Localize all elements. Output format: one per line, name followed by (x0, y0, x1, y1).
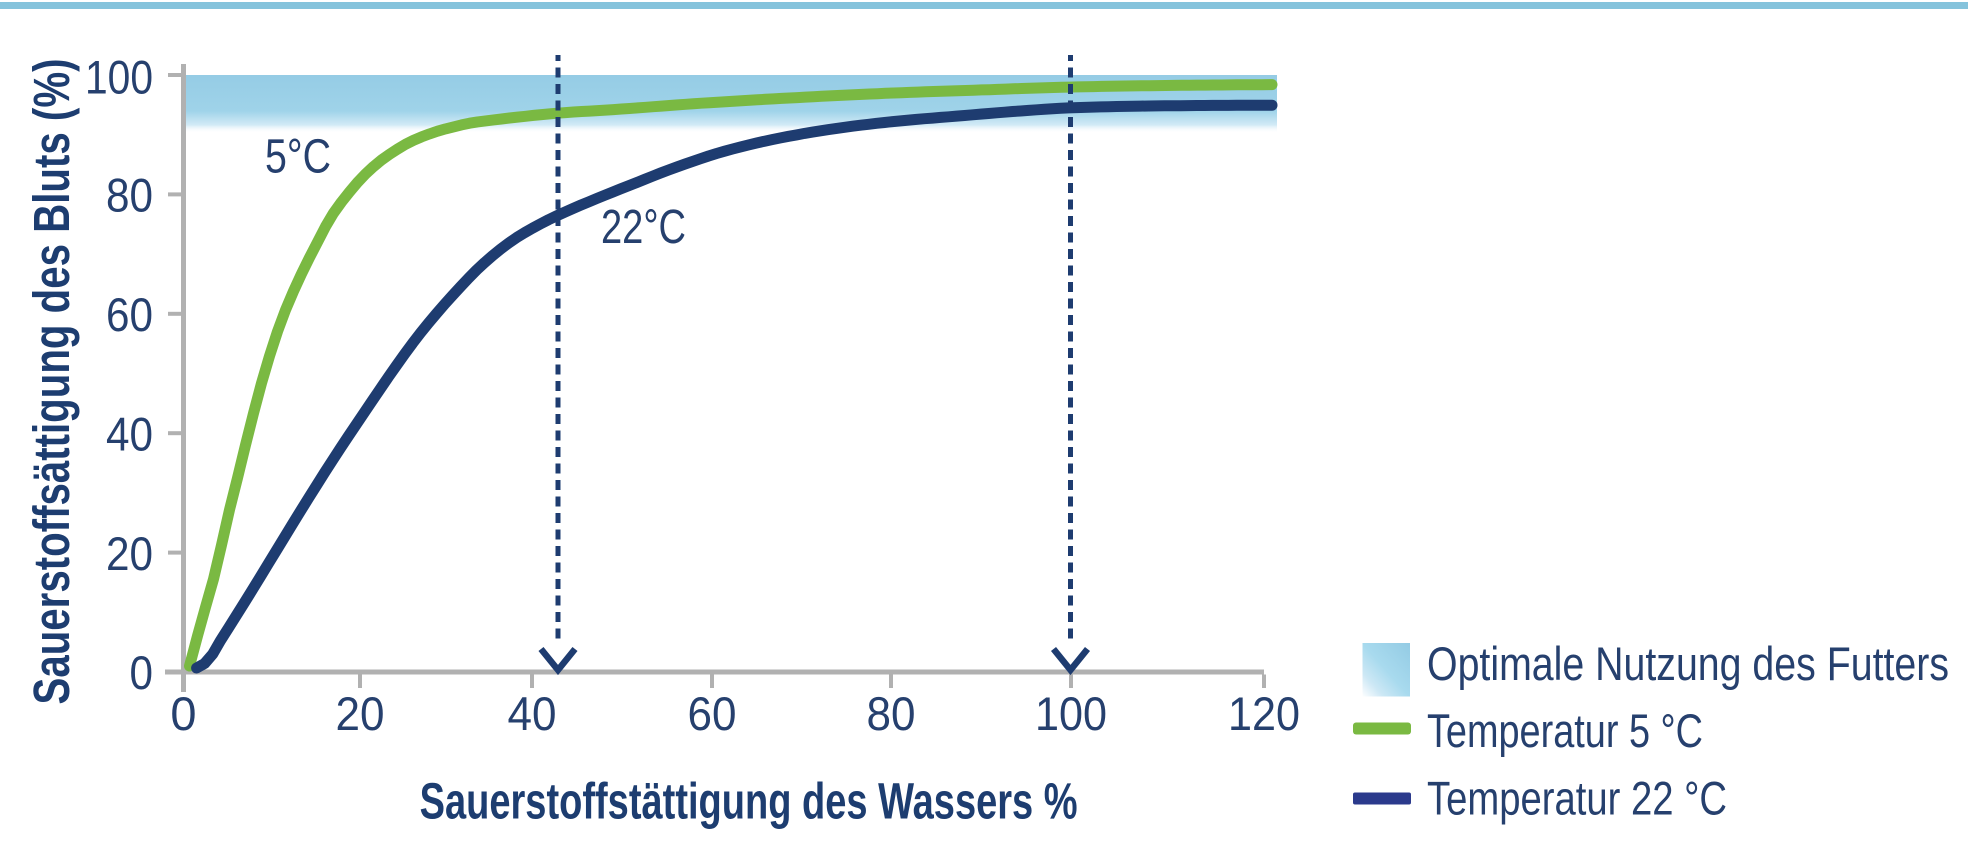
svg-text:Sauerstoffstättigung des Wasse: Sauerstoffstättigung des Wassers % (420, 773, 1078, 830)
svg-text:Temperatur 22 °C: Temperatur 22 °C (1427, 772, 1727, 825)
svg-text:40: 40 (508, 687, 557, 740)
svg-text:40: 40 (106, 407, 153, 460)
svg-text:80: 80 (867, 687, 916, 740)
svg-text:20: 20 (106, 527, 153, 580)
svg-text:Optimale Nutzung des Futters: Optimale Nutzung des Futters (1427, 637, 1949, 690)
svg-text:22°C: 22°C (601, 201, 686, 254)
svg-text:Sauerstoffsättigung des Bluts: Sauerstoffsättigung des Bluts (%) (23, 59, 80, 705)
svg-text:20: 20 (336, 687, 385, 740)
svg-text:60: 60 (688, 687, 737, 740)
svg-text:0: 0 (170, 687, 196, 740)
svg-text:80: 80 (106, 169, 153, 222)
svg-text:100: 100 (85, 51, 153, 104)
svg-text:Temperatur 5 °C: Temperatur 5 °C (1427, 704, 1703, 757)
svg-text:60: 60 (106, 288, 153, 341)
svg-text:0: 0 (130, 646, 154, 699)
svg-text:5°C: 5°C (265, 131, 331, 184)
svg-text:100: 100 (1035, 687, 1107, 740)
svg-text:120: 120 (1228, 687, 1300, 740)
